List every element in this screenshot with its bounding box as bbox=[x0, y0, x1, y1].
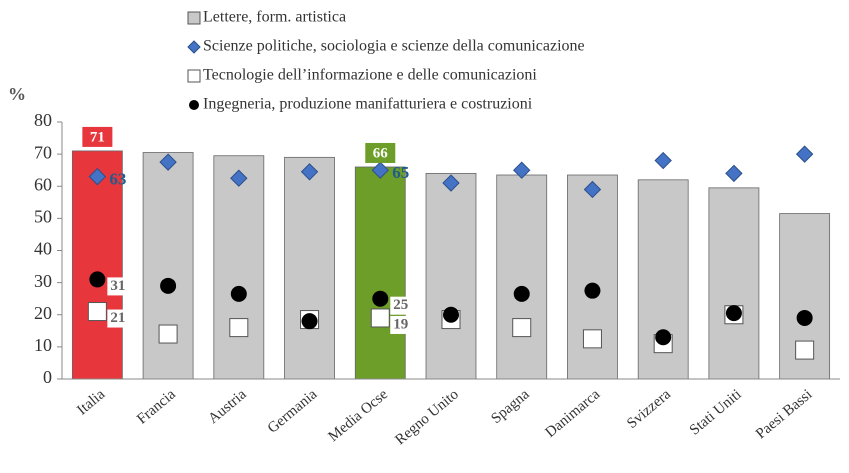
x-tick-label: Spagna bbox=[488, 386, 532, 427]
bar bbox=[213, 155, 265, 380]
label-box bbox=[82, 126, 113, 147]
x-tick-label: Danimarca bbox=[543, 386, 604, 441]
y-tick-label: 20 bbox=[34, 303, 52, 323]
bar bbox=[496, 174, 548, 380]
data-label: 65 bbox=[392, 163, 409, 182]
point bbox=[513, 161, 531, 179]
bar bbox=[71, 150, 123, 380]
data-label: 63 bbox=[109, 170, 126, 189]
label-box bbox=[365, 142, 396, 163]
point bbox=[89, 271, 106, 288]
point bbox=[725, 305, 742, 322]
legend-label: Ingegneria, produzione manifatturiera e … bbox=[203, 96, 533, 113]
point bbox=[654, 151, 672, 170]
data-label: 31 bbox=[110, 278, 125, 294]
point bbox=[230, 169, 248, 187]
point bbox=[371, 161, 389, 179]
point bbox=[583, 180, 602, 199]
label-box bbox=[107, 277, 134, 296]
y-tick-label: 10 bbox=[34, 335, 52, 355]
y-tick-label: 40 bbox=[34, 239, 52, 259]
label-box bbox=[390, 296, 417, 315]
point bbox=[584, 282, 601, 299]
point bbox=[512, 318, 532, 338]
legend-swatch bbox=[187, 69, 201, 83]
point bbox=[725, 164, 743, 183]
point bbox=[301, 313, 318, 330]
legend-swatch bbox=[189, 100, 199, 110]
x-tick-label: Svizzera bbox=[624, 386, 674, 432]
legend-swatch bbox=[187, 40, 201, 54]
label-box bbox=[107, 309, 134, 328]
point bbox=[159, 153, 177, 171]
data-label: 19 bbox=[393, 316, 408, 332]
x-tick-label: Austria bbox=[205, 386, 249, 427]
data-label: 21 bbox=[110, 310, 125, 326]
bar bbox=[284, 156, 335, 380]
point bbox=[88, 167, 107, 186]
legend-label: Lettere, form. artistica bbox=[203, 9, 346, 26]
data-label: 71 bbox=[90, 129, 105, 145]
point bbox=[442, 174, 460, 192]
data-label: 66 bbox=[373, 145, 389, 161]
legend-label: Scienze politiche, sociologia e scienze … bbox=[203, 38, 585, 55]
y-tick-label: 0 bbox=[43, 367, 52, 387]
x-tick-label: Paesi Bassi bbox=[753, 386, 815, 442]
point bbox=[160, 277, 177, 294]
y-tick-label: 30 bbox=[34, 271, 52, 291]
x-tick-label: Media Ocse bbox=[326, 386, 392, 445]
legend-label: Tecnologie dell’informazione e delle com… bbox=[203, 67, 537, 84]
label-box bbox=[390, 315, 417, 334]
x-tick-label: Germania bbox=[265, 386, 321, 436]
data-label: 25 bbox=[393, 297, 408, 313]
y-tick-label: 70 bbox=[34, 142, 52, 162]
point bbox=[158, 324, 178, 344]
bar bbox=[425, 172, 477, 380]
point bbox=[87, 302, 107, 322]
point bbox=[229, 318, 249, 338]
y-tick-label: 60 bbox=[34, 174, 52, 194]
point bbox=[300, 163, 319, 181]
point bbox=[582, 329, 602, 349]
x-tick-label: Regno Unito bbox=[392, 386, 461, 448]
bar bbox=[708, 187, 760, 380]
y-axis-label: % bbox=[8, 84, 26, 104]
point bbox=[795, 340, 815, 360]
bar bbox=[354, 166, 406, 380]
point bbox=[372, 290, 389, 307]
bar bbox=[142, 152, 194, 380]
y-tick-label: 80 bbox=[34, 110, 52, 130]
x-tick-label: Stati Uniti bbox=[687, 386, 745, 438]
point bbox=[655, 329, 672, 346]
point bbox=[796, 309, 813, 326]
point bbox=[795, 145, 814, 163]
point bbox=[230, 285, 247, 302]
point bbox=[443, 306, 459, 323]
y-tick-label: 50 bbox=[34, 207, 52, 227]
legend-swatch bbox=[187, 11, 201, 25]
x-tick-label: Italia bbox=[74, 386, 108, 418]
point bbox=[513, 285, 530, 302]
x-tick-label: Francia bbox=[134, 386, 179, 427]
bar bbox=[567, 174, 618, 380]
point bbox=[370, 308, 390, 328]
